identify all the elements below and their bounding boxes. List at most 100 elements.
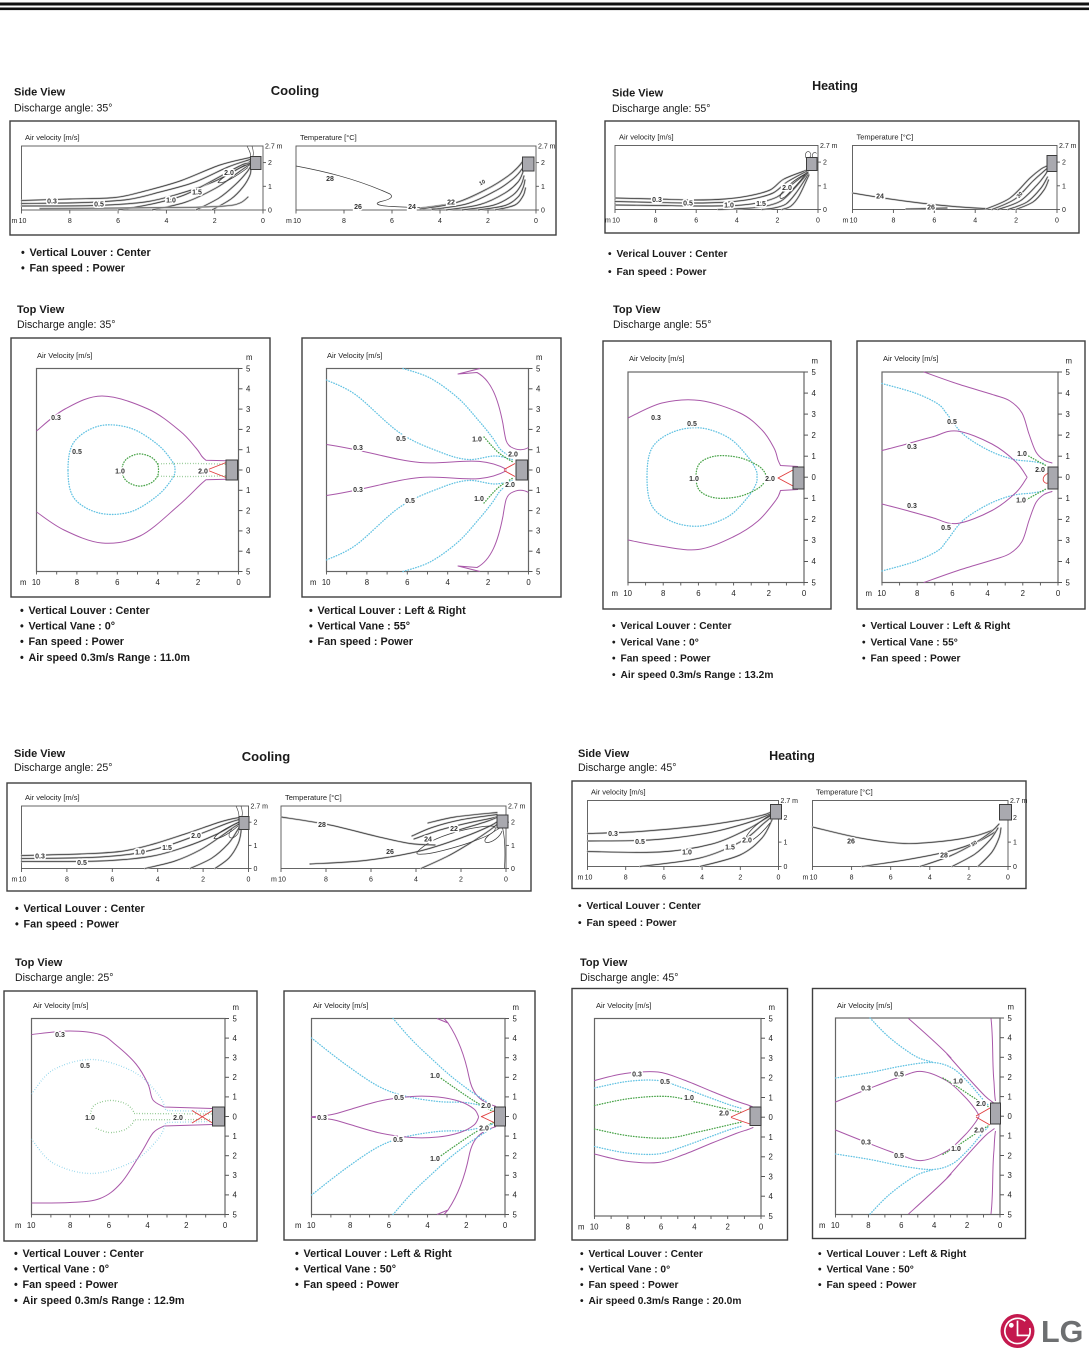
svg-text:•: • <box>14 1248 18 1260</box>
svg-text:Side View: Side View <box>14 748 66 760</box>
svg-text:Vertical Louver : Center: Vertical Louver : Center <box>29 605 151 617</box>
svg-text:5: 5 <box>513 1210 518 1219</box>
svg-text:0.5: 0.5 <box>77 860 87 867</box>
svg-text:•: • <box>818 1265 822 1276</box>
svg-text:2.7 m: 2.7 m <box>251 804 269 811</box>
svg-text:2: 2 <box>486 578 490 587</box>
svg-text:Vertical Louver : Center: Vertical Louver : Center <box>24 903 146 915</box>
svg-text:m: m <box>295 1221 302 1230</box>
svg-text:2: 2 <box>1013 815 1017 822</box>
svg-text:1: 1 <box>233 1132 237 1141</box>
svg-text:1.0: 1.0 <box>166 198 176 205</box>
svg-text:5: 5 <box>536 364 541 373</box>
svg-text:5: 5 <box>1066 368 1071 377</box>
svg-text:2: 2 <box>201 877 205 884</box>
svg-text:8: 8 <box>624 875 628 882</box>
svg-text:4: 4 <box>769 1034 774 1043</box>
svg-text:6: 6 <box>107 1221 111 1230</box>
svg-text:1.0: 1.0 <box>135 850 145 857</box>
svg-text:2: 2 <box>769 1153 773 1162</box>
svg-text:0: 0 <box>769 1113 774 1122</box>
svg-text:m: m <box>20 578 27 587</box>
svg-text:8: 8 <box>324 877 328 884</box>
svg-text:6: 6 <box>369 877 373 884</box>
svg-text:m: m <box>271 877 277 884</box>
svg-text:Air Velocity [m/s]: Air Velocity [m/s] <box>37 351 92 360</box>
svg-text:0: 0 <box>1006 875 1010 882</box>
svg-text:8: 8 <box>68 218 72 225</box>
svg-text:Vertical Louver : Center: Vertical Louver : Center <box>587 901 701 912</box>
svg-text:0: 0 <box>526 578 531 587</box>
svg-text:6: 6 <box>116 218 120 225</box>
svg-text:2: 2 <box>1062 160 1066 167</box>
svg-text:Fan speed : Power: Fan speed : Power <box>29 636 125 648</box>
svg-text:30: 30 <box>1016 191 1025 200</box>
svg-text:2: 2 <box>254 820 258 827</box>
svg-text:2: 2 <box>464 1221 468 1230</box>
svg-text:0.3: 0.3 <box>55 1032 65 1039</box>
svg-text:1: 1 <box>812 452 816 461</box>
svg-text:•: • <box>612 621 616 632</box>
svg-text:m: m <box>578 875 584 882</box>
svg-text:0: 0 <box>233 1112 238 1121</box>
svg-text:0: 0 <box>998 1221 1003 1230</box>
svg-text:8: 8 <box>866 1221 870 1230</box>
svg-text:8: 8 <box>626 1223 630 1232</box>
svg-text:10: 10 <box>810 875 818 882</box>
svg-text:1.0: 1.0 <box>474 496 484 503</box>
svg-text:1: 1 <box>233 1093 237 1102</box>
svg-text:8: 8 <box>365 578 369 587</box>
svg-text:Top View: Top View <box>17 304 65 316</box>
svg-text:4: 4 <box>446 578 451 587</box>
svg-text:Fan speed : Power: Fan speed : Power <box>304 1279 400 1291</box>
svg-text:2.7 m: 2.7 m <box>820 143 838 150</box>
svg-text:5: 5 <box>769 1212 774 1221</box>
svg-text:Air velocity [m/s]: Air velocity [m/s] <box>25 793 80 802</box>
svg-text:•: • <box>608 249 612 260</box>
svg-text:1: 1 <box>511 843 515 850</box>
svg-text:•: • <box>578 918 582 929</box>
svg-text:2: 2 <box>1066 515 1070 524</box>
svg-text:1: 1 <box>1008 1132 1012 1141</box>
svg-text:2: 2 <box>246 425 250 434</box>
svg-text:1: 1 <box>268 184 272 191</box>
svg-text:4: 4 <box>735 218 739 225</box>
svg-text:Vertical Louver : Left & Right: Vertical Louver : Left & Right <box>827 1249 967 1260</box>
svg-text:1: 1 <box>1062 183 1066 190</box>
svg-text:2.0: 2.0 <box>1035 467 1045 474</box>
svg-text:m: m <box>803 875 809 882</box>
svg-text:m: m <box>578 1223 585 1232</box>
svg-text:1: 1 <box>1066 452 1070 461</box>
svg-text:5: 5 <box>536 567 541 576</box>
svg-text:0: 0 <box>1056 589 1061 598</box>
svg-text:1.0: 1.0 <box>724 203 734 210</box>
svg-text:m: m <box>769 1003 776 1012</box>
svg-text:3: 3 <box>233 1171 237 1180</box>
svg-text:10: 10 <box>478 179 486 187</box>
svg-text:Air speed 0.3m/s Range : 12.9m: Air speed 0.3m/s Range : 12.9m <box>23 1295 185 1307</box>
svg-text:0.3: 0.3 <box>651 415 661 422</box>
svg-text:m: m <box>866 589 873 598</box>
svg-text:2: 2 <box>812 515 816 524</box>
svg-text:2.0: 2.0 <box>508 452 518 459</box>
svg-text:1.0: 1.0 <box>472 437 482 444</box>
svg-text:m: m <box>233 1003 240 1012</box>
svg-text:•: • <box>21 263 25 275</box>
svg-text:2: 2 <box>459 877 463 884</box>
svg-text:5: 5 <box>1008 1014 1013 1023</box>
svg-text:6: 6 <box>889 875 893 882</box>
svg-text:0.5: 0.5 <box>894 1072 904 1079</box>
svg-text:1: 1 <box>246 446 250 455</box>
svg-text:•: • <box>14 1295 18 1307</box>
svg-text:•: • <box>862 654 866 665</box>
svg-text:10: 10 <box>612 218 620 225</box>
svg-text:8: 8 <box>654 218 658 225</box>
svg-text:10: 10 <box>278 877 286 884</box>
svg-text:Side View: Side View <box>578 748 630 760</box>
svg-text:4: 4 <box>536 547 541 556</box>
svg-text:3: 3 <box>1008 1171 1012 1180</box>
svg-text:2.0: 2.0 <box>173 1115 183 1122</box>
svg-text:5: 5 <box>812 368 817 377</box>
svg-text:6: 6 <box>390 218 394 225</box>
svg-text:Vertical Vane : 0°: Vertical Vane : 0° <box>23 1264 110 1276</box>
